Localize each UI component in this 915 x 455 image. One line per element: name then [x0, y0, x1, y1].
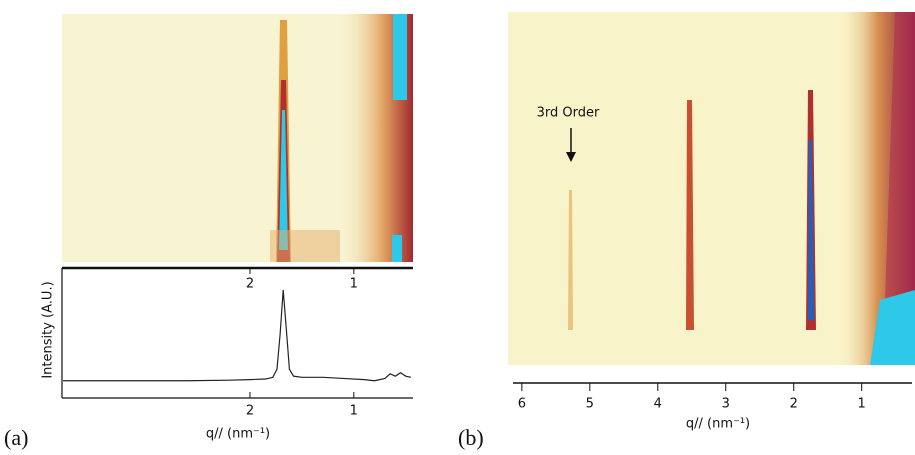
x-tick-label: 1 [858, 397, 866, 412]
plot-b: 3rd Order q// (nm⁻¹) (b) [458, 106, 912, 450]
panel-label: (b) [458, 425, 484, 450]
x-tick-label: 3 [722, 397, 730, 412]
panel-label: (a) [4, 425, 28, 450]
x-tick-label: 1 [350, 277, 358, 292]
plot-a: Intensity (A.U.) q// (nm⁻¹) (a) [4, 266, 413, 450]
detector-image-b [508, 12, 915, 365]
detector-image-a [62, 14, 413, 262]
x-tick-label: 2 [246, 404, 254, 419]
x-tick-label: 2 [790, 397, 798, 412]
x-tick-label: 5 [586, 397, 594, 412]
x-axis-label: q// (nm⁻¹) [206, 427, 270, 442]
x-tick-label: 1 [350, 404, 358, 419]
x-tick-label: 6 [518, 397, 526, 412]
line [63, 289, 412, 382]
x-tick-label: 2 [246, 277, 254, 292]
x-axis-label: q// (nm⁻¹) [686, 417, 750, 432]
y-axis-label: Intensity (A.U.) [41, 281, 56, 378]
x-tick-label: 4 [654, 397, 662, 412]
annotation: 3rd Order [537, 106, 600, 121]
